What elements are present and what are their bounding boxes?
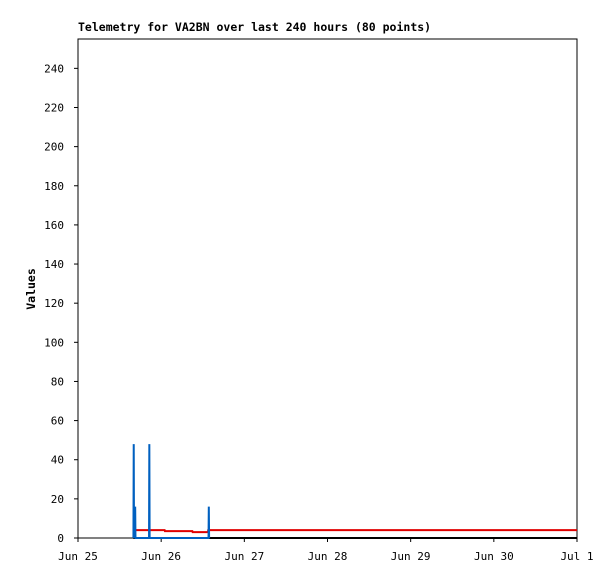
x-tick-label: Jun 30 bbox=[474, 550, 514, 563]
series-line bbox=[133, 529, 577, 534]
y-tick-label: 200 bbox=[44, 141, 64, 154]
y-tick-label: 100 bbox=[44, 336, 64, 349]
y-tick-label: 80 bbox=[51, 375, 64, 388]
plot-frame bbox=[77, 38, 578, 539]
y-tick-label: 240 bbox=[44, 62, 64, 75]
y-tick-label: 120 bbox=[44, 297, 64, 310]
chart-title: Telemetry for VA2BN over last 240 hours … bbox=[78, 20, 431, 34]
x-tick-label: Jun 27 bbox=[224, 550, 264, 563]
series-line bbox=[132, 444, 211, 539]
y-tick-label: 20 bbox=[51, 493, 64, 506]
x-tick-label: Jul 1 bbox=[560, 550, 593, 563]
y-tick-label: 0 bbox=[57, 532, 64, 545]
y-tick-label: 160 bbox=[44, 219, 64, 232]
y-tick-label: 180 bbox=[44, 180, 64, 193]
y-tick-label: 40 bbox=[51, 454, 64, 467]
y-tick-label: 60 bbox=[51, 415, 64, 428]
x-tick-label: Jun 28 bbox=[308, 550, 348, 563]
y-axis-label: Values bbox=[24, 268, 38, 310]
y-tick-label: 140 bbox=[44, 258, 64, 271]
x-tick-label: Jun 29 bbox=[391, 550, 431, 563]
y-tick-label: 220 bbox=[44, 101, 64, 114]
x-tick-label: Jun 25 bbox=[58, 550, 98, 563]
x-tick-label: Jun 26 bbox=[141, 550, 181, 563]
